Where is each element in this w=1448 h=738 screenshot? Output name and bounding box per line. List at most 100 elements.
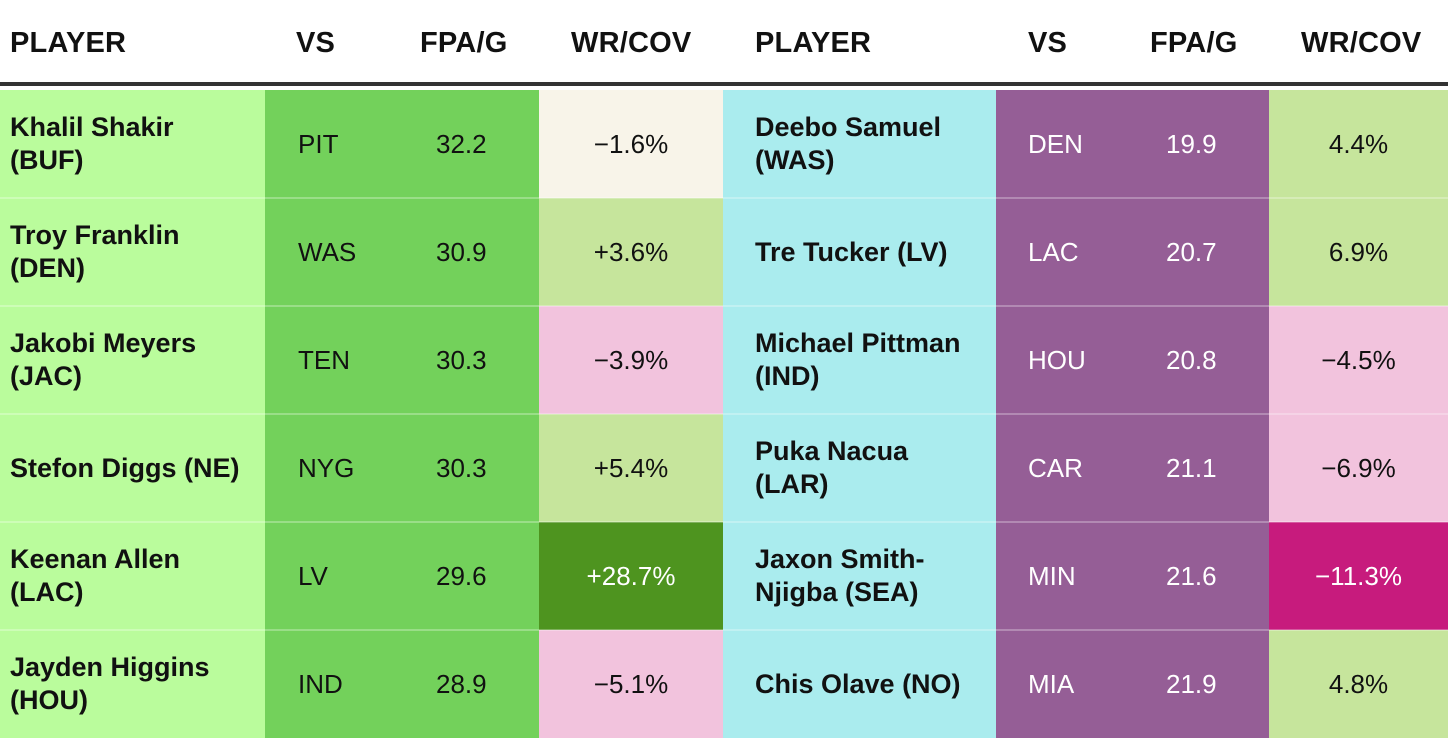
opponent-right-text: LAC: [1028, 236, 1079, 267]
player-name-right-text: Deebo Samuel (WAS): [755, 112, 942, 175]
player-name-left: Stefon Diggs (NE): [0, 414, 265, 522]
wrcov-right-text: −6.9%: [1321, 452, 1396, 483]
opponent-left-text: IND: [298, 668, 343, 699]
wrcov-left-text: +3.6%: [593, 236, 669, 267]
player-name-right-text: Michael Pittman (IND): [755, 328, 961, 391]
fpa-right: 21.6: [1166, 560, 1217, 591]
opponent-left-text: PIT: [298, 128, 339, 159]
table-row: Keenan Allen (LAC) LV +28.7% Jaxon Smith-Nj…: [0, 521, 1448, 630]
table-row: Troy Franklin (DEN) WAS +3.6% Tre Tucker (L…: [0, 197, 1448, 306]
wrcov-left-text: −5.1%: [593, 668, 669, 699]
player-name-left-text: Stefon Diggs (NE): [10, 452, 240, 483]
header-wrcov-left: WR/COV: [571, 26, 692, 59]
player-name-left: Keenan Allen (LAC): [0, 522, 265, 630]
wrcov-right: −4.5%: [1269, 306, 1448, 414]
wrcov-right-text: −11.3%: [1315, 560, 1402, 591]
header-fpa-right: FPA/G: [1150, 26, 1238, 59]
player-name-right-text: Tre Tucker (LV): [755, 236, 948, 267]
table-row: Jakobi Meyers (JAC) TEN −3.9% Michael Pittm…: [0, 305, 1448, 414]
player-name-left-text: Khalil Shakir (BUF): [10, 112, 174, 175]
player-name-left: Troy Franklin (DEN): [0, 198, 265, 306]
fpa-right: 21.9: [1166, 668, 1217, 699]
opponent-right: CAR: [996, 414, 1269, 522]
player-name-left-text: Troy Franklin (DEN): [10, 220, 180, 283]
player-name-left: Jayden Higgins (HOU): [0, 630, 265, 738]
opponent-left-text: TEN: [298, 344, 350, 375]
table-row: Khalil Shakir (BUF) PIT −1.6% Deebo Samuel …: [0, 90, 1448, 198]
player-name-right-text: Chis Olave (NO): [755, 668, 961, 699]
wrcov-left-text: +5.4%: [593, 452, 669, 483]
fpa-left: 28.9: [436, 668, 487, 699]
opponent-left: NYG: [265, 414, 539, 522]
opponent-left-text: WAS: [298, 236, 357, 267]
wrcov-left-text: +28.7%: [586, 560, 676, 591]
player-name-right-text: Puka Nacua (LAR): [755, 436, 909, 499]
fpa-right: 20.8: [1166, 344, 1217, 375]
opponent-left-text: NYG: [298, 452, 355, 483]
table-header: PLAYER VS FPA/G WR/COV PLAYER VS FPA/G W…: [0, 0, 1448, 86]
player-name-right: Jaxon Smith-Njigba (SEA): [723, 522, 996, 630]
fpa-right: 19.9: [1166, 128, 1217, 159]
wrcov-left: +5.4%: [539, 414, 723, 522]
wrcov-left-text: −3.9%: [593, 344, 669, 375]
player-name-right-text: Jaxon Smith-Njigba (SEA): [755, 544, 925, 607]
player-name-left-text: Jayden Higgins (HOU): [10, 652, 210, 715]
opponent-left: IND: [265, 630, 539, 738]
wrcov-right: −6.9%: [1269, 414, 1448, 522]
wrcov-right-text: 6.9%: [1328, 236, 1389, 267]
opponent-left: LV: [265, 522, 539, 630]
header-player-right: PLAYER: [755, 26, 872, 59]
player-name-right: Puka Nacua (LAR): [723, 414, 996, 522]
row-divider: [0, 521, 1448, 523]
header-vs-right: VS: [1028, 26, 1068, 59]
wrcov-right-text: −4.5%: [1321, 344, 1396, 375]
player-name-left: Jakobi Meyers (JAC): [0, 306, 265, 414]
wrcov-right-text: 4.4%: [1328, 128, 1389, 159]
opponent-right: HOU: [996, 306, 1269, 414]
opponent-left: TEN: [265, 306, 539, 414]
row-divider: [0, 197, 1448, 199]
opponent-right-text: DEN: [1028, 128, 1083, 159]
opponent-left: PIT: [265, 90, 539, 198]
fpa-left: 30.3: [436, 344, 487, 375]
opponent-right: MIN: [996, 522, 1269, 630]
opponent-right: LAC: [996, 198, 1269, 306]
player-name-right: Deebo Samuel (WAS): [723, 90, 996, 198]
row-divider: [0, 629, 1448, 631]
table-row: Jayden Higgins (HOU) IND −5.1% Chis Olave (…: [0, 629, 1448, 738]
player-name-left-text: Keenan Allen (LAC): [10, 544, 181, 607]
wrcov-right: 6.9%: [1269, 198, 1448, 306]
fpa-right: 20.7: [1166, 236, 1217, 267]
wrcov-left-text: −1.6%: [593, 128, 669, 159]
player-name-right: Tre Tucker (LV): [723, 198, 996, 306]
wrcov-right-text: 4.8%: [1328, 668, 1389, 699]
opponent-right-text: HOU: [1028, 344, 1086, 375]
fpa-left: 32.2: [436, 128, 487, 159]
header-player-left: PLAYER: [10, 26, 127, 59]
player-name-left-text: Jakobi Meyers (JAC): [10, 328, 197, 391]
table-row: Stefon Diggs (NE) NYG +5.4% Puka Nacua (LAR…: [0, 413, 1448, 522]
opponent-left: WAS: [265, 198, 539, 306]
header-wrcov-right: WR/COV: [1301, 26, 1422, 59]
row-divider: [0, 413, 1448, 415]
player-name-right: Chis Olave (NO): [723, 630, 996, 738]
wrcov-left: +28.7%: [539, 522, 723, 630]
opponent-right: DEN: [996, 90, 1269, 198]
wrcov-left: +3.6%: [539, 198, 723, 306]
fpa-left: 30.9: [436, 236, 487, 267]
wrcov-left: −1.6%: [539, 90, 723, 198]
wrcov-left: −3.9%: [539, 306, 723, 414]
player-name-right: Michael Pittman (IND): [723, 306, 996, 414]
header-fpa-left: FPA/G: [420, 26, 508, 59]
wrcov-left: −5.1%: [539, 630, 723, 738]
player-name-left: Khalil Shakir (BUF): [0, 90, 265, 198]
fpa-left: 30.3: [436, 452, 487, 483]
opponent-left-text: LV: [298, 560, 328, 591]
opponent-right-text: MIN: [1028, 560, 1076, 591]
opponent-right: MIA: [996, 630, 1269, 738]
fpa-left: 29.6: [436, 560, 487, 591]
fpa-right: 21.1: [1166, 452, 1217, 483]
wrcov-right: 4.4%: [1269, 90, 1448, 198]
opponent-right-text: MIA: [1028, 668, 1075, 699]
